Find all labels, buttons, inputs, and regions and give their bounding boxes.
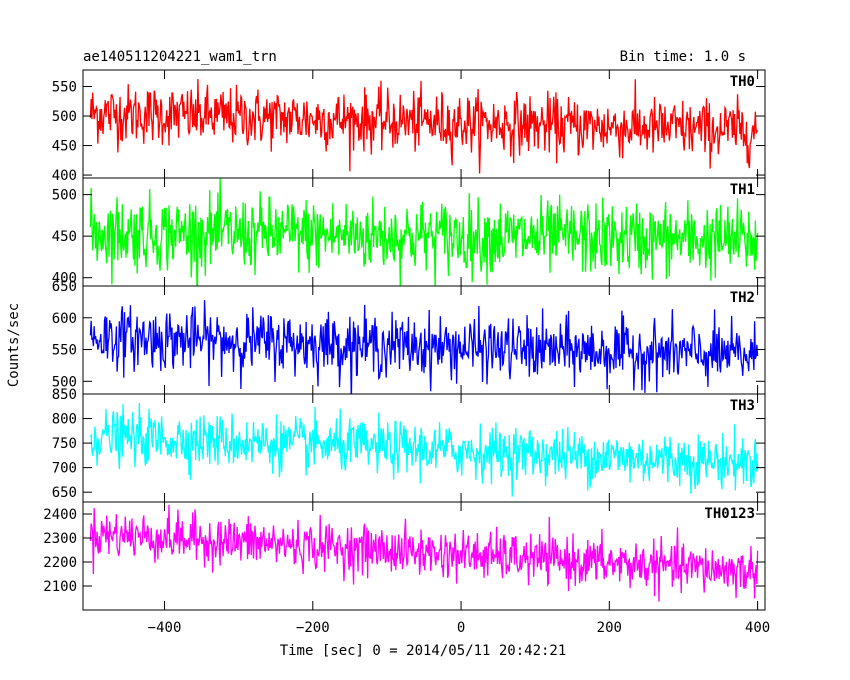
x-tick-label: 0 <box>457 620 465 636</box>
y-tick-label: 500 <box>52 109 77 125</box>
series-line-th0 <box>89 79 759 174</box>
panel-th2: 500 550 600 650 TH2 <box>52 279 766 395</box>
x-tick-label: 400 <box>745 620 770 636</box>
y-tick-label: 650 <box>52 485 77 501</box>
y-tick-label: 550 <box>52 80 77 96</box>
y-tick-label: 400 <box>52 168 77 184</box>
y-tick-label: 500 <box>52 188 77 204</box>
y-tick-label: 650 <box>52 279 77 295</box>
y-tick-label: 400 <box>52 271 77 287</box>
y-tick-label: 750 <box>52 436 77 452</box>
bin-time-label: Bin time: 1.0 s <box>620 49 746 65</box>
y-tick-label: 2100 <box>43 579 77 595</box>
panel-th1: 400 450 500 TH1 <box>52 177 766 287</box>
y-tick-label: 450 <box>52 139 77 155</box>
panel-label-th2: TH2 <box>730 290 755 306</box>
chart-title: ae140511204221_wam1_trn <box>83 49 277 65</box>
panels-group: 400 450 500 550 TH0 400 450 500 TH1 500 550 600 650 T… <box>43 69 770 636</box>
panel-label-th0123: TH0123 <box>704 506 755 522</box>
y-tick-label: 2300 <box>43 531 77 547</box>
x-axis-label: Time [sec] 0 = 2014/05/11 20:42:21 <box>280 643 567 659</box>
panel-th0123: 2100 2200 2300 2400 TH0123 <box>43 501 766 611</box>
y-tick-label: 700 <box>52 461 77 477</box>
series-line-th2 <box>89 300 759 394</box>
y-tick-label: 450 <box>52 229 77 245</box>
series-line-th1 <box>89 178 759 286</box>
y-tick-label: 550 <box>52 343 77 359</box>
series-line-th3 <box>89 403 759 497</box>
panel-frame <box>82 501 766 611</box>
y-tick-label: 800 <box>52 412 77 428</box>
panel-th0: 400 450 500 550 TH0 <box>52 69 766 184</box>
panel-th3: 650 700 750 800 850 TH3 <box>52 387 766 503</box>
y-tick-label: 850 <box>52 387 77 403</box>
x-tick-label: 200 <box>597 620 622 636</box>
y-tick-label: 600 <box>52 311 77 327</box>
panel-label-th3: TH3 <box>730 398 755 414</box>
series-line-th0123 <box>89 504 759 602</box>
x-tick-label: −200 <box>296 620 330 636</box>
y-axis-label: Counts/sec <box>6 303 22 387</box>
y-tick-label: 2400 <box>43 507 77 523</box>
panel-label-th0: TH0 <box>730 74 755 90</box>
x-tick-label: −400 <box>148 620 182 636</box>
y-tick-label: 500 <box>52 374 77 390</box>
y-tick-label: 2200 <box>43 555 77 571</box>
panel-label-th1: TH1 <box>730 182 755 198</box>
